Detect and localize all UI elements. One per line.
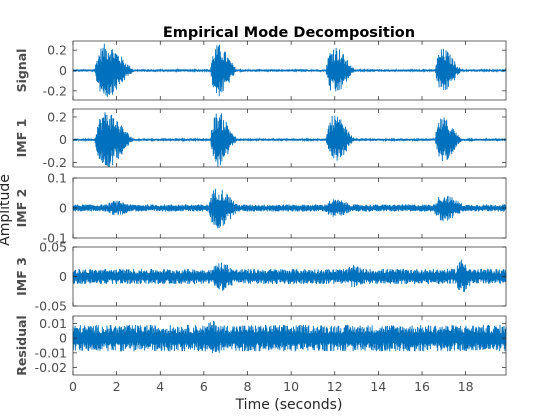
ytick-label-4-1: -0.01 [35, 345, 67, 360]
x-axis-label: Time (seconds) [235, 397, 343, 413]
series-line-1 [72, 112, 507, 168]
x-axis: 0 2 4 6 8 10 12 14 16 18 [69, 379, 474, 394]
panel-ylabel-0: Signal [14, 49, 29, 93]
ytick-label-0-0: -0.2 [43, 83, 67, 98]
panels: -0.2 0 0.2 Signal -0.2 0 0.2 IMF 1 -0.1 0 0.1 IMF 2… [14, 40, 507, 394]
ytick-label-4-3: 0.01 [39, 316, 67, 331]
ytick-label-4-0: -0.02 [35, 360, 67, 375]
xtick-label-9: 18 [458, 379, 474, 394]
ytick-label-3-2: 0.05 [39, 240, 67, 255]
ytick-label-2-0: -0.1 [43, 231, 67, 246]
ytick-label-0-1: 0 [59, 63, 67, 78]
ytick-label-1-0: -0.2 [43, 155, 67, 170]
panel-3: -0.05 0 0.05 IMF 3 [14, 240, 507, 314]
xtick-label-4: 8 [244, 379, 252, 394]
xtick-label-0: 0 [69, 379, 77, 394]
xtick-label-2: 4 [156, 379, 164, 394]
panel-1: -0.2 0 0.2 IMF 1 [14, 108, 507, 170]
panel-2: -0.1 0 0.1 IMF 2 [14, 171, 507, 246]
xtick-label-7: 14 [370, 379, 386, 394]
panel-0: -0.2 0 0.2 Signal [14, 40, 507, 101]
axes-box-4 [72, 315, 507, 376]
xtick-label-1: 2 [113, 379, 121, 394]
xtick-label-5: 10 [283, 379, 299, 394]
panel-ylabel-2: IMF 2 [14, 189, 29, 228]
panel-ylabel-1: IMF 1 [14, 119, 29, 158]
amplitude-label: Amplitude [0, 174, 13, 246]
xtick-label-3: 6 [200, 379, 208, 394]
ytick-label-0-2: 0.2 [47, 43, 67, 58]
ytick-label-3-0: -0.05 [35, 299, 67, 314]
series-line-3 [72, 259, 507, 293]
series-line-0 [72, 43, 507, 97]
ytick-label-3-1: 0 [59, 269, 67, 284]
ytick-label-1-1: 0 [59, 132, 67, 147]
ytick-label-2-2: 0.1 [47, 171, 67, 186]
chart-title: Empirical Mode Decomposition [163, 25, 415, 41]
ytick-label-2-1: 0 [59, 201, 67, 216]
xtick-label-8: 16 [414, 379, 430, 394]
xtick-label-6: 12 [327, 379, 343, 394]
ytick-label-1-2: 0.2 [47, 109, 67, 124]
series-line-2 [72, 188, 507, 229]
panel-ylabel-3: IMF 3 [14, 257, 29, 296]
panel-ylabel-4: Residual [14, 315, 29, 375]
ytick-label-4-2: 0 [59, 331, 67, 346]
axes-box-1 [72, 108, 507, 168]
series-line-4 [72, 320, 507, 354]
